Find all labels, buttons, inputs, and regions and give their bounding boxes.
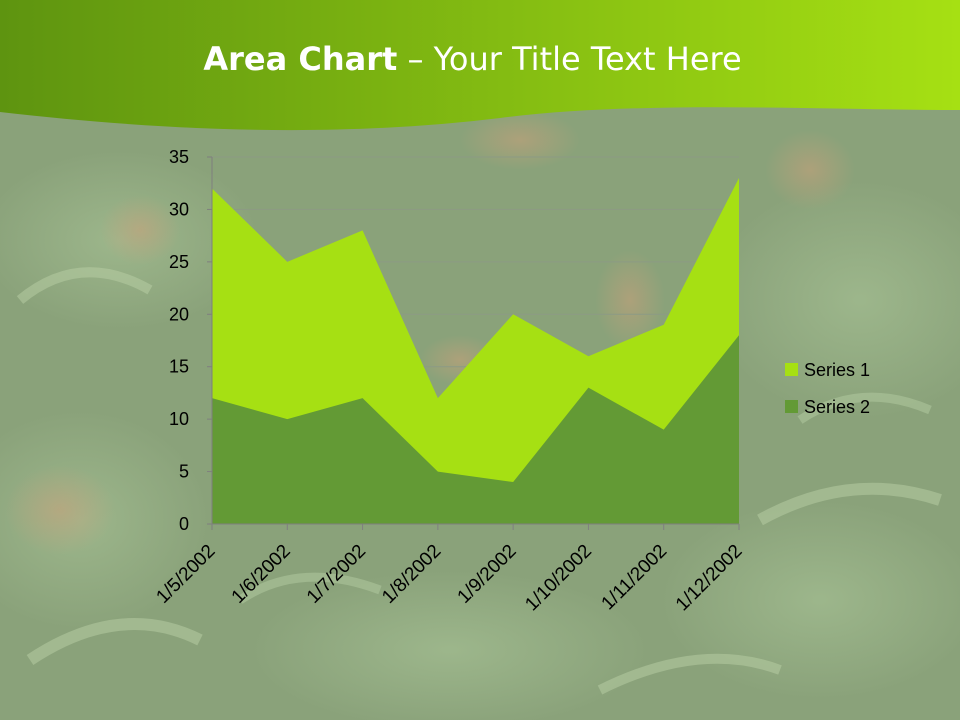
x-tick-label: 1/12/2002	[672, 541, 747, 616]
x-tick-label: 1/8/2002	[378, 541, 445, 608]
y-tick-label: 0	[179, 514, 189, 534]
x-tick-label: 1/11/2002	[598, 541, 672, 615]
legend-swatch-series-2	[785, 400, 798, 413]
title-rest: – Your Title Text Here	[397, 40, 742, 78]
y-tick-label: 15	[169, 357, 189, 377]
legend-label-series-1: Series 1	[804, 360, 870, 380]
slide-title: Area Chart – Your Title Text Here	[0, 40, 945, 78]
y-tick-label: 25	[169, 252, 189, 272]
title-bold: Area Chart	[203, 40, 398, 78]
area-series-2	[212, 335, 739, 524]
x-tick-label: 1/6/2002	[228, 541, 295, 608]
legend-label-series-2: Series 2	[804, 397, 870, 417]
x-tick-label: 1/10/2002	[521, 541, 596, 616]
legend-swatch-series-1	[785, 363, 798, 376]
foliage-texture	[0, 110, 960, 720]
y-tick-label: 35	[169, 147, 189, 167]
header-band	[0, 0, 960, 131]
y-tick-label: 20	[169, 304, 189, 324]
x-tick-label: 1/7/2002	[303, 541, 370, 608]
y-tick-label: 5	[179, 462, 189, 482]
y-tick-label: 30	[169, 199, 189, 219]
y-tick-label: 10	[169, 409, 189, 429]
x-tick-label: 1/5/2002	[152, 541, 219, 608]
x-tick-label: 1/9/2002	[454, 541, 521, 608]
